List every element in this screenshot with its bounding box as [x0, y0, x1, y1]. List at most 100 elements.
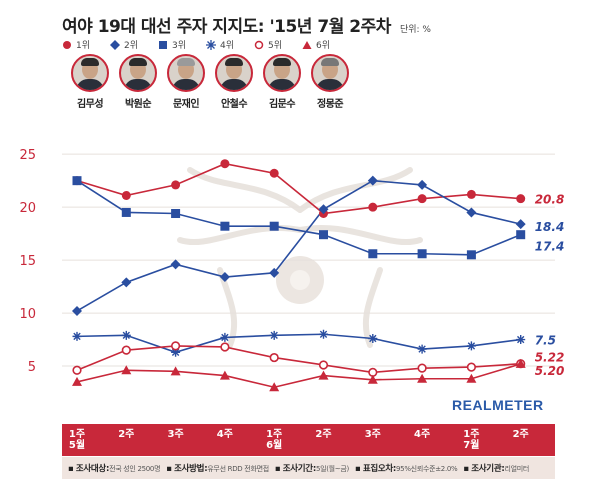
legend-item-4: 4위 — [206, 38, 254, 51]
candidate-name: 문재인 — [172, 99, 200, 110]
data-point — [220, 221, 230, 231]
y-tick-label: 5 — [28, 360, 36, 375]
footer-value: 95%신뢰수준±2.0% — [396, 465, 458, 473]
data-point — [269, 382, 280, 392]
data-point — [466, 250, 476, 260]
data-point — [417, 363, 427, 373]
data-point — [318, 204, 329, 215]
legend-label: 6위 — [316, 41, 331, 51]
y-tick-label: 20 — [19, 201, 36, 216]
candidate-1: 김무성 — [66, 54, 114, 110]
footer-item: ▪ 조사방법:유무선 RDD 전화면접 — [166, 464, 269, 474]
candidate-4: 안철수 — [210, 54, 258, 110]
realmeter-logo: REALMETER — [452, 397, 544, 413]
candidate-name: 안철수 — [220, 99, 248, 110]
data-point — [516, 335, 526, 345]
end-value-label: 17.4 — [535, 240, 565, 254]
x-tick-label: 1주 5월 — [68, 429, 86, 451]
footer-label: 조사기간: — [282, 464, 316, 474]
data-point — [220, 332, 230, 342]
data-point — [121, 330, 131, 340]
series-line-5 — [76, 345, 521, 374]
data-point — [417, 179, 428, 190]
candidate-3: 문재인 — [162, 54, 210, 110]
data-point — [121, 345, 131, 355]
chart-title: 여야 19대 대선 주자 지지도: '15년 7월 2주차 — [62, 17, 391, 37]
data-point — [417, 249, 427, 259]
triangle-marker-icon — [302, 40, 312, 49]
legend-label: 2위 — [124, 41, 139, 51]
data-point — [121, 190, 131, 200]
footer-value: 유무선 RDD 전화면접 — [207, 465, 269, 473]
data-point — [417, 194, 427, 204]
candidate-name: 박원순 — [124, 99, 152, 110]
data-point — [367, 374, 378, 384]
x-tick-label: 2주 — [315, 429, 332, 440]
data-point — [516, 194, 526, 204]
candidate-2: 박원순 — [114, 54, 162, 110]
data-point — [170, 259, 181, 270]
footer-item: ▪ 조사대상:전국 성인 2500명 — [68, 464, 161, 474]
candidate-name: 김문수 — [268, 99, 296, 110]
end-value-label: 5.22 — [535, 351, 565, 365]
data-point — [318, 370, 329, 380]
footer-label: 조사기관: — [471, 464, 505, 474]
avatar — [263, 54, 301, 92]
data-point — [171, 341, 181, 351]
candidate-name: 김무성 — [76, 99, 104, 110]
data-point — [319, 230, 328, 240]
footer-value: 전국 성인 2500명 — [109, 465, 161, 473]
data-point — [319, 329, 328, 339]
end-value-label: 18.4 — [535, 220, 565, 234]
candidate-name: 정몽준 — [316, 99, 344, 110]
data-point — [515, 358, 526, 368]
footer-label: 표집오차: — [362, 464, 397, 474]
x-tick-label: 3주 — [167, 429, 184, 440]
footer-value: 리얼미터 — [504, 465, 530, 473]
data-point — [515, 219, 526, 230]
title-row: 여야 19대 대선 주자 지지도: '15년 7월 2주차 단위: % — [62, 12, 431, 37]
data-point — [72, 305, 82, 316]
footer-item: ▪ 조사기간:5일(월~금) — [274, 464, 349, 474]
data-point — [170, 366, 181, 376]
legend-item-1: 1위 — [62, 38, 110, 51]
data-point — [466, 341, 476, 351]
footer-item: ▪ 표집오차:95%신뢰수준±2.0% — [354, 464, 458, 474]
series-line-4 — [76, 333, 521, 354]
x-tick-label: 4주 — [414, 429, 431, 440]
data-point — [121, 207, 131, 217]
asterisk-marker-icon — [206, 39, 216, 50]
x-tick-label: 1주 6월 — [266, 429, 283, 451]
series-line-6 — [76, 363, 521, 389]
y-tick-label: 10 — [19, 307, 36, 322]
phoenix-watermark-icon — [177, 167, 423, 348]
data-point — [318, 360, 329, 370]
avatar — [71, 54, 109, 92]
avatar — [311, 54, 349, 92]
x-tick-label: 3주 — [364, 429, 381, 440]
data-point — [269, 267, 280, 278]
data-point — [72, 365, 82, 375]
end-value-label: 20.8 — [535, 193, 565, 207]
data-point — [368, 202, 378, 212]
legend-item-5: 5위 — [254, 38, 302, 51]
unit-label: 단위: % — [399, 25, 431, 35]
avatar — [119, 54, 157, 92]
x-tick-label: 4주 — [216, 429, 233, 440]
end-value-label: 7.5 — [535, 334, 556, 348]
data-point — [121, 365, 132, 375]
data-point — [367, 175, 378, 186]
data-point — [219, 370, 230, 380]
footer-value: 5일(월~금) — [315, 465, 349, 473]
data-point — [466, 189, 476, 199]
x-tick-label: 2주 — [512, 429, 529, 440]
x-tick-label: 2주 — [118, 429, 135, 440]
footer-label: 조사방법: — [174, 464, 208, 474]
legend-label: 4위 — [220, 41, 235, 51]
data-point — [466, 207, 477, 218]
data-point — [72, 176, 82, 186]
data-point — [220, 342, 230, 352]
survey-info-footer: ▪ 조사대상:전국 성인 2500명 ▪ 조사방법:유무선 RDD 전화면접 ▪… — [62, 457, 555, 479]
data-point — [72, 331, 82, 341]
